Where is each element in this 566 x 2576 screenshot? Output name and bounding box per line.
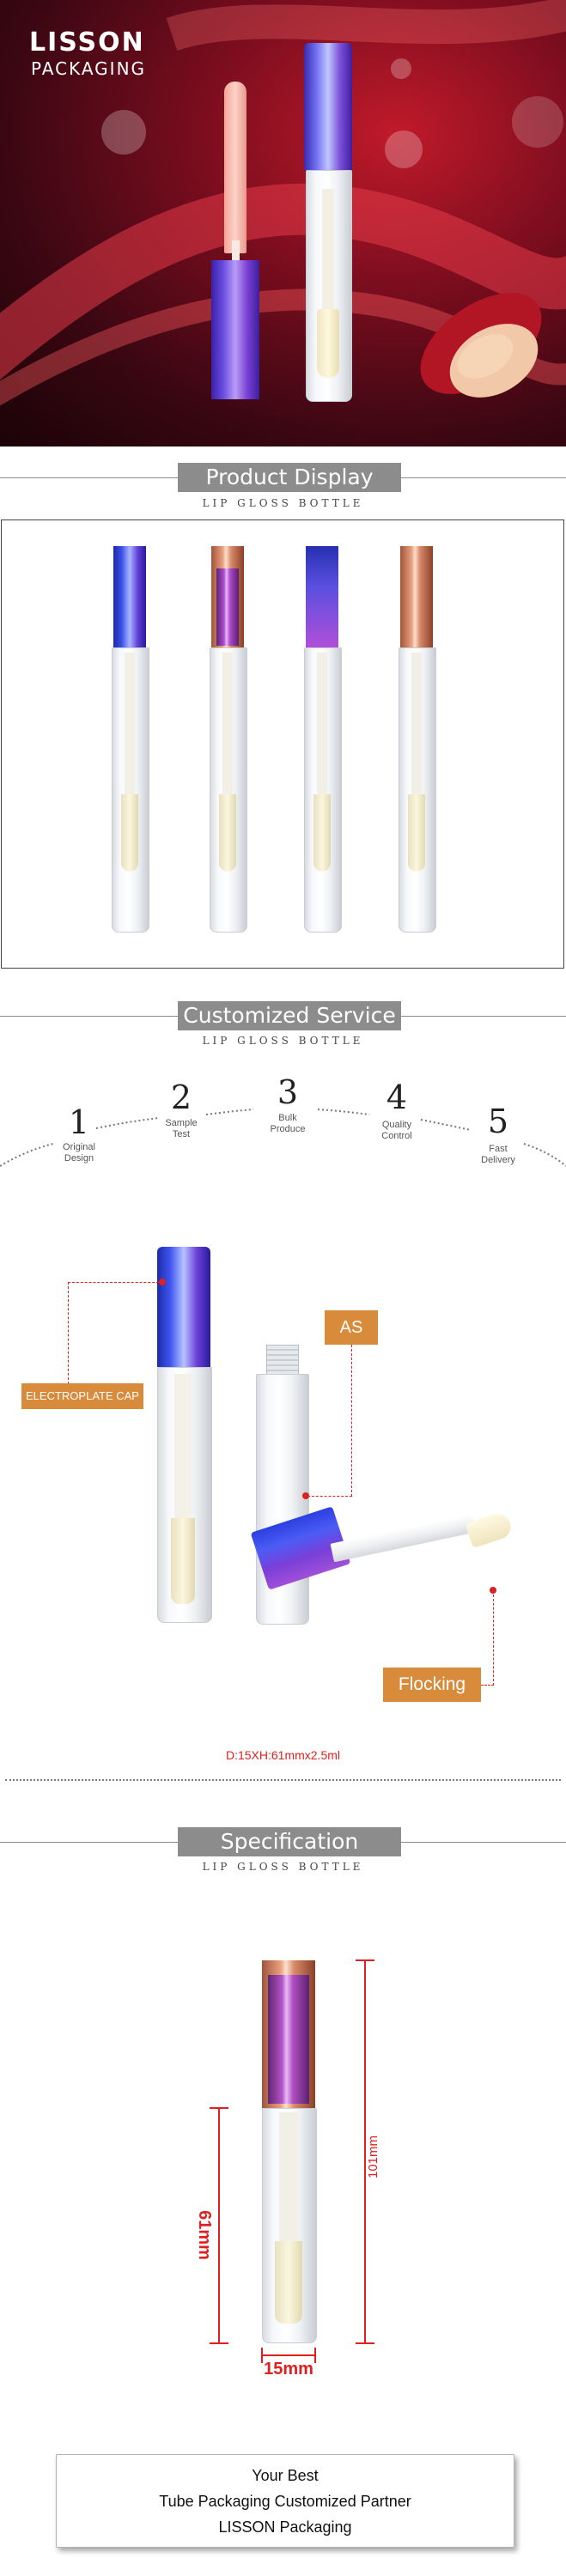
section-title-service: Customized Service bbox=[178, 1001, 401, 1030]
bokeh-light bbox=[512, 96, 563, 148]
dimension-note: D:15XH:61mmx2.5ml bbox=[225, 1748, 341, 1762]
wand-stem bbox=[125, 653, 135, 799]
bottle-cap-blue bbox=[306, 546, 338, 647]
applicator-brush bbox=[219, 794, 236, 872]
dimension-label-diameter: 15mm bbox=[264, 2360, 313, 2379]
footer-line-2: Tube Packaging Customized Partner bbox=[159, 2493, 411, 2510]
bokeh-light bbox=[101, 110, 146, 155]
section-title-display: Product Display bbox=[178, 463, 401, 492]
applicator-brush bbox=[317, 309, 339, 378]
footer-line-1: Your Best bbox=[252, 2467, 319, 2484]
process-step-label: Original Design bbox=[63, 1142, 95, 1163]
section-subtitle-display: LIP GLOSS BOTTLE bbox=[202, 497, 364, 509]
section-subtitle-spec: LIP GLOSS BOTTLE bbox=[202, 1861, 364, 1873]
callout-flocking: Flocking bbox=[383, 1668, 481, 1702]
dimension-tick bbox=[210, 2342, 228, 2344]
callout-dot bbox=[159, 1279, 166, 1285]
dimension-line-height bbox=[364, 1960, 366, 2343]
callout-line bbox=[481, 1590, 494, 1686]
electroplate-cap bbox=[157, 1247, 210, 1367]
cap-gradient-band bbox=[216, 568, 239, 646]
brand-logo-name: LISSON bbox=[29, 27, 145, 58]
bokeh-light bbox=[385, 131, 423, 168]
dimension-label-body-height: 61mm bbox=[195, 2210, 214, 2260]
dimension-tick bbox=[356, 2342, 374, 2344]
bottle-cap-rosegold bbox=[400, 546, 433, 647]
process-connector-dots bbox=[0, 1109, 566, 1167]
process-step-number: 5 bbox=[487, 1103, 509, 1140]
wand-stem bbox=[174, 1374, 192, 1520]
bottle-neck-thread bbox=[266, 1345, 299, 1377]
bottle-body-as bbox=[256, 1374, 309, 1625]
process-step-number: 1 bbox=[68, 1103, 90, 1141]
wand-stem bbox=[411, 653, 422, 799]
process-step-label: Bulk Produce bbox=[270, 1113, 306, 1134]
callout-line bbox=[307, 1345, 352, 1497]
bokeh-light bbox=[391, 58, 411, 79]
callout-dot bbox=[302, 1492, 309, 1499]
flocking-tip bbox=[465, 1510, 514, 1548]
cap-gradient-band bbox=[268, 1975, 309, 2104]
process-step-label: Quality Control bbox=[381, 1120, 412, 1141]
dimension-tick bbox=[261, 2348, 263, 2363]
applicator-brush bbox=[313, 794, 331, 872]
process-step-number: 4 bbox=[386, 1078, 408, 1116]
section-dotted-divider bbox=[5, 1779, 561, 1781]
product-display-frame bbox=[1, 519, 564, 969]
wand-stem bbox=[232, 240, 240, 264]
section-subtitle-service: LIP GLOSS BOTTLE bbox=[202, 1035, 364, 1047]
footer-card: Your Best Tube Packaging Customized Part… bbox=[56, 2454, 514, 2548]
wand-stem bbox=[322, 189, 334, 318]
footer-line-3: LISSON Packaging bbox=[218, 2518, 352, 2536]
dimension-line-body bbox=[218, 2108, 220, 2343]
applicator-brush bbox=[121, 794, 138, 872]
dimension-tick bbox=[356, 1959, 374, 1961]
hero-banner: LISSON PACKAGING bbox=[0, 0, 566, 447]
wand-stem bbox=[317, 653, 327, 799]
process-step-number: 2 bbox=[170, 1078, 192, 1116]
callout-line bbox=[68, 1282, 163, 1384]
process-step-label: Sample Test bbox=[165, 1118, 198, 1139]
callout-electroplate-cap: ELECTROPLATE CAP bbox=[21, 1383, 143, 1409]
applicator-brush bbox=[275, 2241, 302, 2324]
bottle-cap-blue bbox=[113, 546, 146, 647]
applicator-wand-lying bbox=[330, 1513, 478, 1563]
callout-as: AS bbox=[325, 1310, 378, 1345]
process-step-label: Fast Delivery bbox=[481, 1144, 515, 1165]
applicator-brush bbox=[171, 1518, 195, 1604]
wand-stem bbox=[279, 2112, 298, 2258]
process-step-number: 3 bbox=[277, 1073, 299, 1111]
wand-stem bbox=[222, 653, 233, 799]
applicator-brush bbox=[408, 794, 425, 872]
applicator-wand bbox=[224, 82, 246, 253]
dimension-tick bbox=[210, 2107, 228, 2109]
bottle-cap bbox=[304, 43, 352, 170]
dimension-line-diameter bbox=[262, 2354, 315, 2356]
dimension-tick bbox=[314, 2348, 316, 2363]
bottle-cap bbox=[211, 260, 259, 399]
section-title-spec: Specification bbox=[178, 1827, 401, 1856]
brand-logo-subtitle: PACKAGING bbox=[31, 58, 147, 79]
dimension-label-total-height: 101mm bbox=[366, 2135, 380, 2179]
